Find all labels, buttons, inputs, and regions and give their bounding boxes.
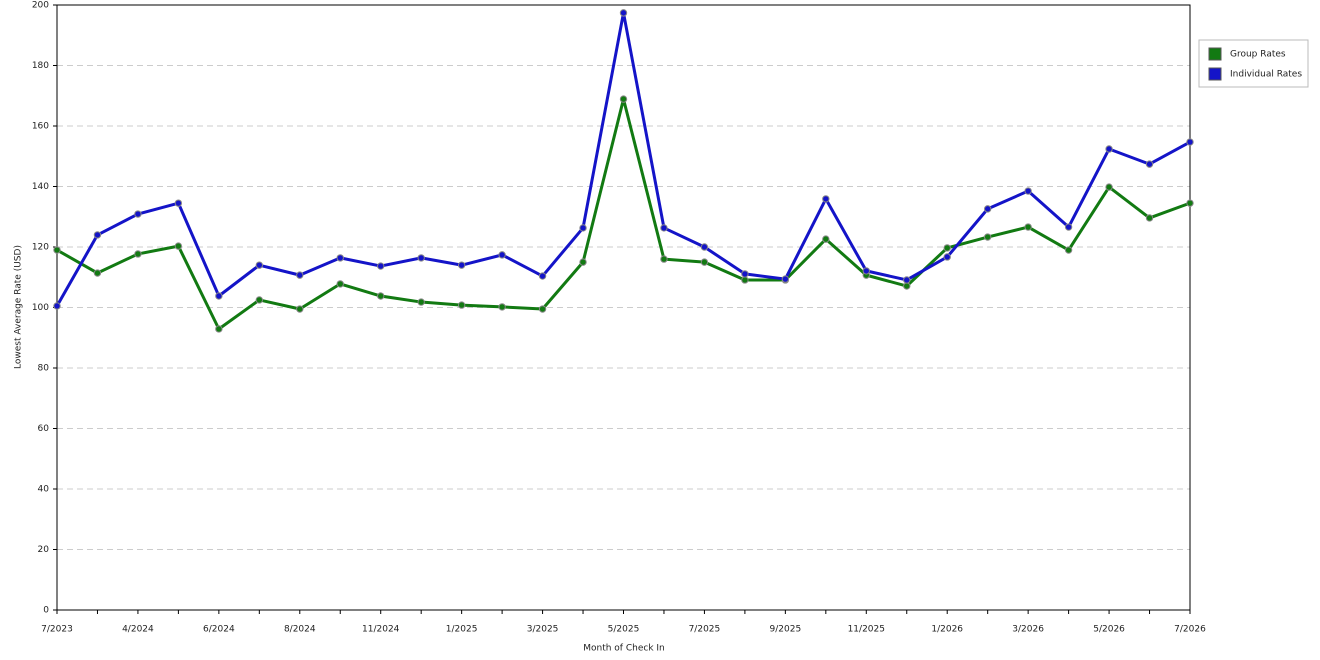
data-point <box>174 199 183 207</box>
x-tick-label: 6/2024 <box>203 625 235 635</box>
legend-swatch <box>1208 47 1222 61</box>
data-point <box>336 254 344 262</box>
data-point <box>498 303 506 311</box>
data-point <box>862 267 870 275</box>
data-point <box>903 276 911 284</box>
x-tick-label: 9/2025 <box>770 625 802 635</box>
data-point <box>1064 223 1073 231</box>
y-tick-label: 180 <box>32 61 49 71</box>
data-point <box>579 258 587 266</box>
data-point <box>215 292 223 300</box>
y-tick-label: 60 <box>38 424 50 434</box>
data-point <box>296 271 304 279</box>
legend-swatch <box>1208 67 1222 81</box>
x-tick-label: 5/2025 <box>608 625 640 635</box>
data-point <box>255 296 264 304</box>
data-point <box>1105 145 1113 153</box>
legend-label: Individual Rates <box>1230 70 1302 80</box>
data-point <box>781 275 790 283</box>
data-point <box>538 272 547 280</box>
data-point <box>498 251 506 259</box>
data-point <box>93 231 102 239</box>
data-point <box>457 261 466 269</box>
data-point <box>417 254 425 262</box>
data-point <box>377 262 385 270</box>
series-line <box>56 97 1191 331</box>
data-point <box>822 195 830 203</box>
y-tick-label: 160 <box>32 122 49 132</box>
x-tick-label: 3/2025 <box>527 625 559 635</box>
data-point <box>134 210 142 218</box>
x-tick-label: 11/2024 <box>362 625 400 635</box>
data-point <box>215 325 223 333</box>
y-tick-label: 120 <box>32 243 49 253</box>
x-tick-label: 11/2025 <box>848 625 885 635</box>
data-point <box>53 302 61 310</box>
x-tick-label: 7/2023 <box>41 625 73 635</box>
data-point <box>943 253 951 261</box>
series-line <box>55 11 1191 307</box>
y-tick-label: 100 <box>32 303 49 313</box>
data-point <box>983 233 992 241</box>
y-tick-label: 200 <box>32 1 49 11</box>
x-tick-label: 1/2026 <box>931 625 963 635</box>
y-axis-label: Lowest Average Rate (USD) <box>14 245 24 369</box>
data-point <box>377 292 385 300</box>
x-tick-label: 3/2026 <box>1012 625 1044 635</box>
data-point <box>660 224 668 232</box>
data-point <box>903 282 911 290</box>
data-point <box>619 9 628 17</box>
data-point <box>93 269 102 277</box>
data-point <box>1105 183 1113 191</box>
data-point <box>417 298 425 306</box>
data-point <box>296 305 304 313</box>
x-tick-label: 1/2025 <box>446 625 478 635</box>
data-point <box>134 250 142 258</box>
data-point <box>336 280 344 288</box>
data-point <box>943 244 951 252</box>
data-point <box>538 305 547 313</box>
x-tick-label: 8/2024 <box>284 625 316 635</box>
x-tick-label: 5/2026 <box>1093 625 1125 635</box>
data-point <box>174 242 183 250</box>
data-point <box>700 243 709 251</box>
legend-label: Group Rates <box>1230 50 1286 60</box>
x-axis-label: Month of Check In <box>583 644 665 654</box>
data-point <box>1186 199 1194 207</box>
data-point <box>1064 246 1073 254</box>
data-point <box>1186 138 1194 146</box>
data-point <box>741 270 749 278</box>
data-point <box>457 301 466 309</box>
data-point <box>1145 160 1154 168</box>
data-point <box>1024 187 1032 195</box>
x-tick-label: 4/2024 <box>122 625 154 635</box>
data-point <box>741 276 749 284</box>
data-point <box>983 205 992 213</box>
y-tick-label: 20 <box>38 545 50 555</box>
x-tick-label: 7/2026 <box>1174 625 1206 635</box>
data-point <box>579 224 587 232</box>
x-tick-label: 7/2025 <box>689 625 721 635</box>
data-point <box>822 235 830 243</box>
data-point <box>53 246 61 254</box>
y-tick-label: 0 <box>43 606 49 616</box>
data-point <box>619 95 628 103</box>
data-point <box>700 258 709 266</box>
data-point <box>1024 223 1032 231</box>
y-tick-label: 80 <box>38 364 50 374</box>
data-point <box>660 255 668 263</box>
data-point <box>255 261 264 269</box>
y-tick-label: 40 <box>38 485 50 495</box>
y-tick-label: 140 <box>32 182 49 192</box>
data-point <box>1145 214 1154 222</box>
